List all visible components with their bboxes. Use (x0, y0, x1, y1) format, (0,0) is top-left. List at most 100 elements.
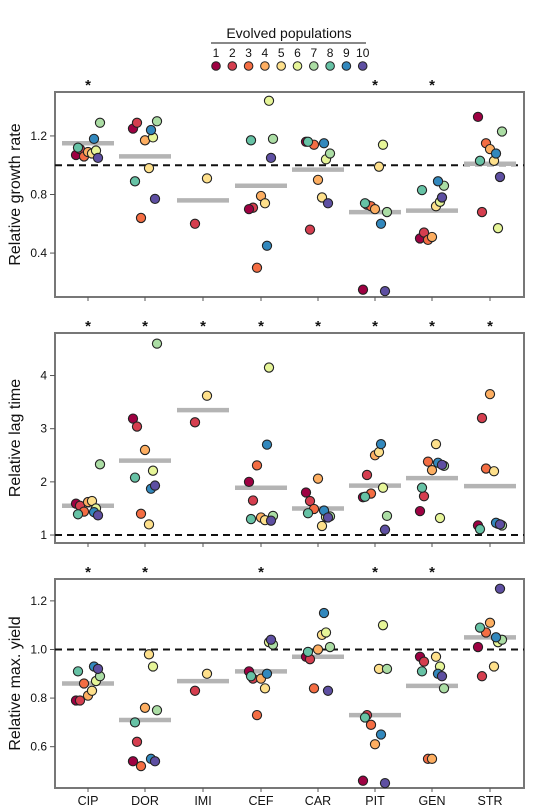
legend-swatch (309, 61, 319, 71)
data-point (135, 508, 147, 519)
significance-marker: * (258, 564, 264, 581)
x-tick-label: DOR (131, 794, 159, 807)
data-point (472, 641, 484, 653)
data-point (265, 152, 277, 164)
data-point (300, 487, 312, 498)
data-point (88, 133, 100, 145)
data-point (377, 139, 389, 150)
legend-swatch (341, 61, 352, 71)
data-point (189, 218, 201, 229)
data-point (316, 520, 328, 532)
data-point (135, 212, 147, 224)
data-point (436, 459, 448, 470)
data-point (369, 739, 381, 750)
data-point (322, 198, 334, 209)
data-point (492, 223, 504, 234)
y-tick-label: 1.2 (30, 594, 47, 608)
data-point (379, 285, 391, 297)
legend-swatch (211, 61, 221, 71)
data-point (438, 683, 450, 694)
data-point (143, 649, 155, 660)
data-point (94, 117, 106, 128)
data-point (494, 519, 506, 530)
data-point (474, 155, 486, 166)
significance-marker: * (142, 318, 148, 335)
data-point (324, 148, 336, 159)
x-tick-label: STR (478, 794, 503, 807)
y-tick-label: 0.6 (30, 740, 47, 754)
data-point (484, 617, 496, 628)
significance-marker: * (85, 77, 91, 94)
data-point (86, 685, 98, 696)
data-point (131, 421, 143, 432)
data-point (261, 240, 273, 251)
data-point (365, 719, 377, 730)
data-point (359, 491, 371, 502)
data-point (377, 482, 389, 493)
data-point (149, 193, 161, 205)
legend-title: Evolved populations (226, 25, 351, 41)
chart-panel: 1 2 3 4 Relative lag time * * * * * * * * (7, 318, 525, 547)
data-point (357, 775, 369, 786)
data-point (488, 661, 500, 672)
significance-marker: * (85, 564, 91, 581)
data-point (375, 729, 387, 740)
data-point (143, 519, 155, 530)
data-point (312, 644, 324, 655)
x-tick-label: IMI (194, 794, 211, 807)
data-point (375, 218, 387, 229)
data-point (418, 656, 430, 667)
data-point (147, 465, 159, 476)
significance-marker: * (142, 564, 148, 581)
significance-marker: * (372, 77, 378, 94)
data-point (379, 777, 391, 789)
data-point (131, 736, 143, 747)
data-point (494, 171, 506, 183)
data-point (361, 469, 373, 481)
legend-swatch (292, 61, 303, 71)
data-point (129, 717, 141, 728)
significance-marker: * (372, 318, 378, 335)
data-point (322, 512, 334, 523)
data-point (359, 712, 371, 723)
data-point (484, 388, 496, 400)
x-tick-label: PIT (365, 794, 385, 807)
x-tick-label: CIP (78, 794, 99, 807)
legend-swatch (243, 61, 254, 71)
legend: Evolved populations 1 2 3 4 5 6 7 8 9 10 (211, 25, 370, 71)
y-tick-label: 3 (40, 422, 47, 436)
data-point (494, 583, 506, 594)
legend-swatch (325, 61, 335, 71)
chart-panel: 0.6 0.8 1.0 1.2 Relative max. yield * * * * * CIP D… (7, 564, 525, 807)
data-point (189, 417, 201, 428)
data-point (247, 495, 259, 506)
data-point (302, 136, 314, 147)
legend-swatch (227, 61, 238, 71)
y-tick-label: 2 (40, 475, 47, 489)
significance-marker: * (315, 318, 321, 335)
data-point (149, 480, 161, 491)
y-tick-label: 1 (40, 528, 47, 542)
y-tick-label: 0.8 (30, 188, 47, 202)
data-point (312, 174, 324, 186)
legend-label: 6 (294, 46, 301, 60)
data-point (381, 510, 393, 522)
y-tick-label: 0.4 (30, 246, 47, 260)
data-point (78, 678, 90, 689)
data-point (379, 524, 391, 535)
data-point (430, 651, 442, 662)
data-point (496, 126, 508, 137)
data-point (377, 620, 389, 631)
data-point (267, 133, 279, 145)
chart-panel: 0.4 0.8 1.2 Relative growth rate * * * (7, 77, 525, 301)
data-point (149, 756, 161, 767)
data-point (359, 198, 371, 209)
significance-marker: * (429, 77, 435, 94)
significance-marker: * (200, 318, 206, 335)
y-tick-label: 4 (40, 369, 47, 383)
significance-marker: * (85, 318, 91, 335)
data-point (265, 515, 277, 526)
data-point (472, 111, 484, 123)
data-point (245, 135, 257, 146)
data-point (322, 685, 334, 696)
